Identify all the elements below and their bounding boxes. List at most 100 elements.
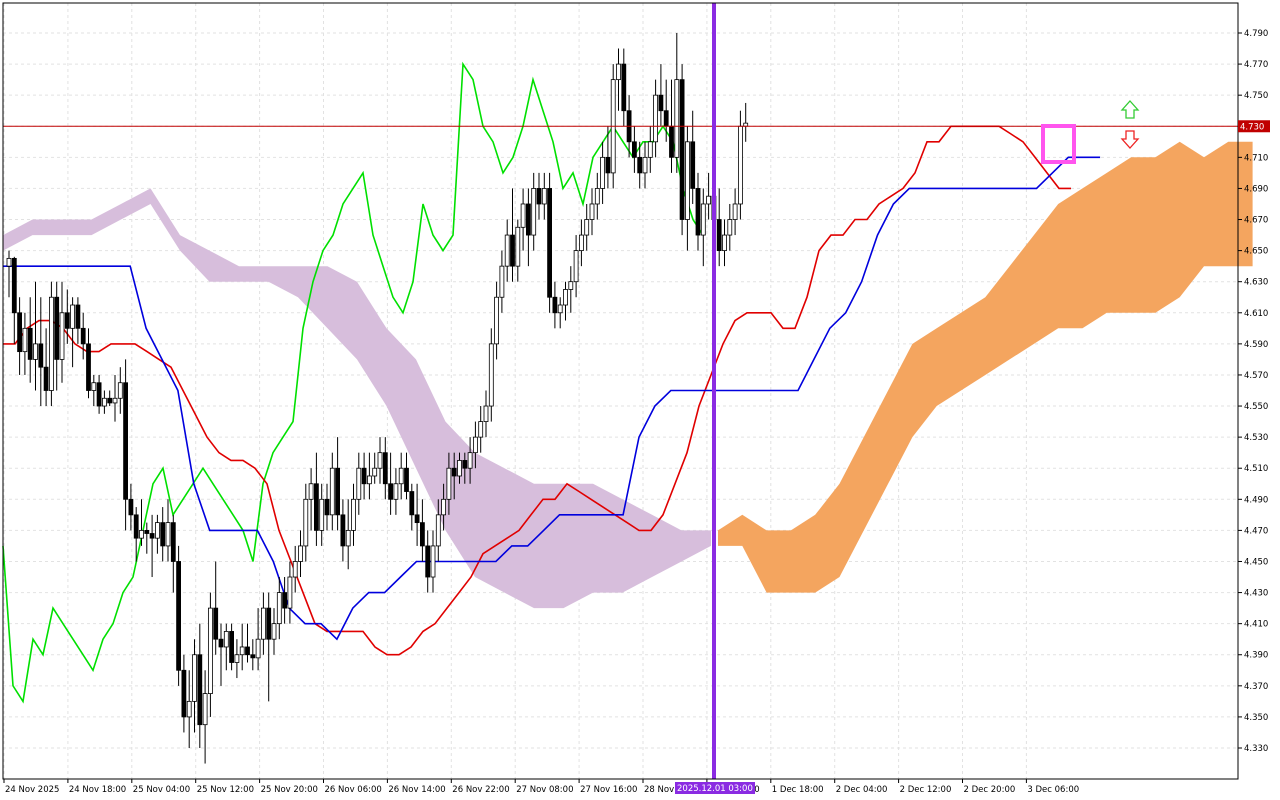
current-price-tag [1238,120,1270,133]
candle-bear [451,467,457,477]
candle-bull [6,257,12,267]
candle-bull [207,607,213,694]
candle-bull [102,397,107,407]
vertical-marker-tag [675,782,755,794]
candle-bear [27,327,33,360]
candle-bear [361,467,367,485]
candle-bull [579,234,584,252]
candle-bear [282,592,288,609]
candle-bear [690,141,696,189]
candle-bear [526,203,531,236]
y-tick-label: 4.690 [1244,184,1268,194]
y-tick-label: 4.610 [1244,309,1268,319]
candle-bear [54,296,60,360]
candle-bull [377,452,383,469]
indicator-lines [2,61,1101,704]
candle-bull [139,529,144,539]
y-tick-label: 4.450 [1244,557,1268,567]
candle-bear [266,607,272,640]
current-price-label: 4.730 [1240,122,1264,132]
candle-bull [478,421,484,438]
candle-bull [398,467,404,485]
candle-bull [435,514,441,547]
y-tick-label: 4.390 [1244,651,1268,661]
candle-bull [541,188,547,205]
candle-bull [186,700,192,718]
candle-bull [234,654,240,663]
candle-bull [165,522,171,547]
candle-bull [573,250,579,283]
candle-bull [483,405,489,422]
candle-bear [96,382,102,407]
candle-bear [414,514,420,524]
candle-bull [494,296,500,345]
candle-bull [192,654,197,702]
y-tick-label: 4.510 [1244,464,1268,474]
candle-bear [144,529,150,534]
candle-bear [107,397,113,404]
candle-bull [393,483,399,500]
x-tick-label: 2 Dec 04:00 [836,785,888,795]
candle-bull [154,522,160,539]
candle-bull [515,226,521,267]
candle-bull [117,382,123,399]
y-tick-label: 4.330 [1244,744,1268,754]
candle-bull [441,498,447,516]
x-tick-label: 2 Dec 12:00 [900,785,952,795]
candle-bear [679,79,685,220]
candle-bear [663,110,669,127]
candle-bear [170,522,176,562]
candle-bull [372,467,378,477]
candle-bear [462,460,468,469]
candle-bull [647,141,653,158]
axis-tags: 4.730 2025.12.01 03:00 [675,120,1270,794]
candle-bull [319,498,325,531]
candle-bear [552,296,558,314]
candle-bear [250,654,256,659]
candle-bear [536,188,542,205]
candle-bull [33,343,38,360]
candle-bear [17,312,23,353]
candle-bull [722,234,727,252]
candle-bull [653,94,658,143]
x-tick-label: 2 Dec 20:00 [964,785,1016,795]
candle-bear [38,343,44,368]
candle-bull [488,343,494,407]
y-tick-label: 4.470 [1244,526,1268,536]
candle-bull [584,219,590,236]
candle-bear [409,491,415,516]
candle-bull [255,638,261,659]
y-tick-label: 4.650 [1244,247,1268,257]
candle-bear [64,312,70,329]
y-tick-label: 4.590 [1244,340,1268,350]
candle-bear [133,514,139,539]
candle-bear [11,257,17,314]
candle-bull [594,188,600,205]
x-tick-label: 24 Nov 2025 [5,785,59,795]
kumo-cloud-future [718,141,1253,593]
x-tick-label: 1 Dec 18:00 [772,785,824,795]
candle-bear [404,467,409,492]
candle-bull [467,452,473,469]
candle-bear [197,654,203,726]
vertical-marker-label: 2025.12.01 03:00 [677,784,753,794]
candle-bull [345,529,351,547]
overlays [3,3,1238,779]
candle-bull [499,265,505,298]
candle-bull [70,304,75,329]
cloud-future [718,141,1253,593]
arrow-up-icon [1120,100,1140,119]
candle-bear [123,382,128,500]
y-tick-label: 4.750 [1244,91,1268,101]
x-tick-label: 26 Nov 14:00 [388,785,445,795]
x-tick-label: 25 Nov 20:00 [261,785,318,795]
x-tick-label: 25 Nov 04:00 [133,785,190,795]
candle-bull [700,203,706,236]
candle-bull [472,436,478,454]
x-tick-label: 27 Nov 08:00 [516,785,573,795]
y-tick-label: 4.370 [1244,682,1268,692]
candle-bull [202,693,208,726]
candle-bear [382,452,388,485]
